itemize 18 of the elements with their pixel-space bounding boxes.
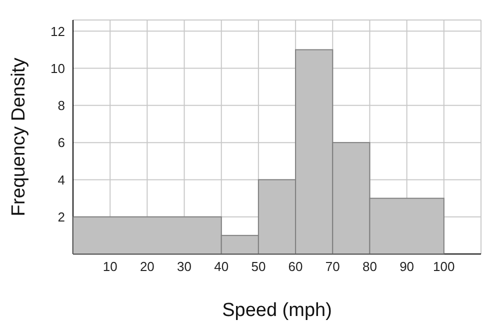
y-tick-label: 2 [58,209,65,224]
x-tick-label: 40 [214,259,229,274]
x-tick-label: 90 [400,259,414,274]
y-tick-label: 12 [50,24,65,39]
x-tick-label: 20 [140,259,154,274]
y-tick-label: 6 [58,135,65,150]
x-tick-label: 50 [251,259,266,274]
x-axis-title: Speed (mph) [222,300,332,321]
x-tick-label: 100 [433,259,455,274]
x-tick-label: 30 [177,259,192,274]
y-tick-label: 4 [58,172,65,188]
x-tick-label: 80 [362,259,377,274]
y-tick-label: 10 [50,60,65,76]
y-axis-title: Frequency Density [8,57,30,216]
x-tick-label: 60 [288,259,303,274]
y-tick-label: 8 [58,98,65,114]
x-tick-label: 70 [325,259,340,274]
x-tick-label: 10 [102,259,118,274]
